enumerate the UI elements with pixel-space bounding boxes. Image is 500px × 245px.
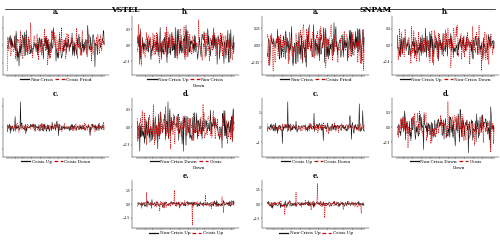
Title: d.: d. [442, 90, 449, 98]
Legend: Non-Crisis Up, Non-Crisis Down: Non-Crisis Up, Non-Crisis Down [399, 76, 492, 83]
Title: b.: b. [182, 8, 189, 16]
Legend: Non-Crisis Up, Crisis Up: Non-Crisis Up, Crisis Up [147, 230, 224, 237]
Text: VSTEL: VSTEL [111, 6, 139, 14]
Title: c.: c. [52, 90, 59, 98]
Legend: Non-Crisis, Crisis Priod: Non-Crisis, Crisis Priod [18, 76, 94, 83]
Text: Down: Down [452, 166, 464, 170]
Legend: Non-Crisis Up, Crisis Up: Non-Crisis Up, Crisis Up [277, 230, 354, 237]
Title: b.: b. [442, 8, 449, 16]
Title: c.: c. [312, 90, 319, 98]
Legend: Crisis Up, Crisis Down: Crisis Up, Crisis Down [20, 158, 92, 165]
Title: e.: e. [182, 172, 189, 180]
Title: a.: a. [312, 8, 319, 16]
Title: d.: d. [182, 90, 189, 98]
Title: e.: e. [312, 172, 319, 180]
Legend: Non-Crisis Up, Non-Crisis: Non-Crisis Up, Non-Crisis [146, 76, 226, 83]
Text: Down: Down [192, 84, 204, 88]
Legend: Non-Crisis, Crisis Priod: Non-Crisis, Crisis Priod [278, 76, 353, 83]
Legend: Non-Crisis Down, Crisis: Non-Crisis Down, Crisis [408, 158, 484, 165]
Title: a.: a. [52, 8, 59, 16]
Text: Down: Down [192, 166, 204, 170]
Text: SNPAM: SNPAM [359, 6, 391, 14]
Legend: Non-Crisis Down, Crisis: Non-Crisis Down, Crisis [148, 158, 224, 165]
Legend: Crisis Up, Crisis Down: Crisis Up, Crisis Down [280, 158, 352, 165]
